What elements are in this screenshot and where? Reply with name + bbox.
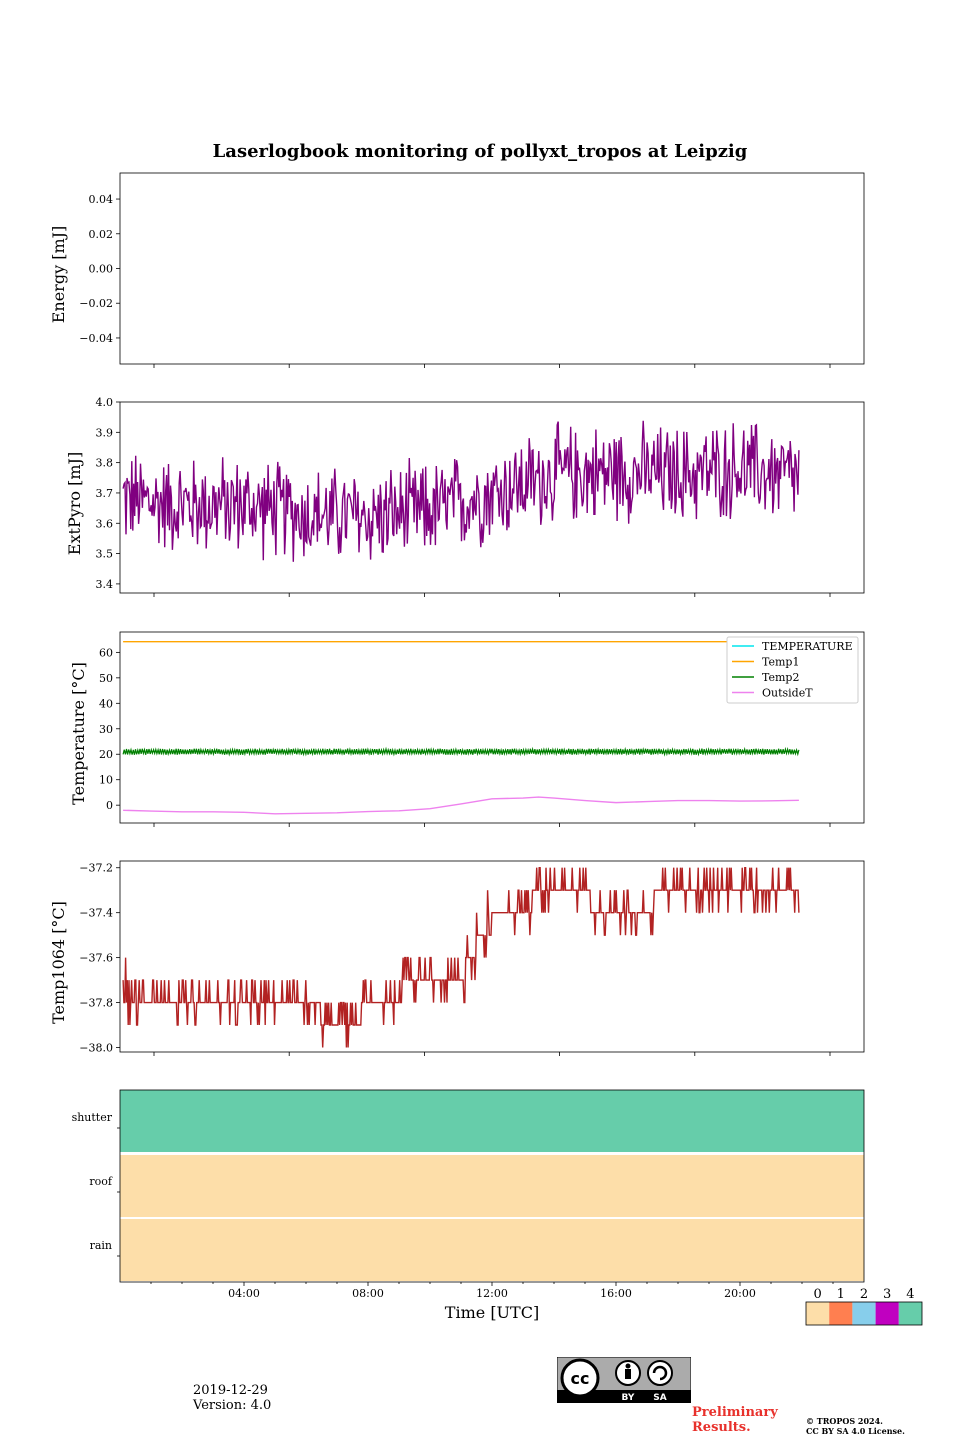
- page-title: Laserlogbook monitoring of pollyxt_tropo…: [212, 141, 748, 162]
- series-line-extpyro: [122, 420, 800, 562]
- date-label: 2019-12-29: [193, 1383, 268, 1398]
- panel-energy: [116, 172, 865, 368]
- license-by-label: BY: [622, 1393, 635, 1403]
- cc-logo-icon: [560, 1358, 600, 1398]
- copyright-notice: © TROPOS 2024. CC BY SA 4.0 License.: [806, 1416, 905, 1436]
- y-tick-label: −37.8: [79, 997, 113, 1010]
- colorbar-tick-label: 4: [906, 1287, 914, 1302]
- copyright-line2: CC BY SA 4.0 License.: [806, 1426, 905, 1436]
- series-line-outsidet: [123, 796, 799, 815]
- y-tick-label: 30: [99, 723, 113, 736]
- panel-temp1064: [116, 860, 865, 1056]
- y-tick-label: 3.4: [96, 578, 114, 591]
- y-tick-label: 0.02: [89, 228, 114, 241]
- y-axis-label: Energy [mJ]: [49, 226, 68, 324]
- copyright-line1: © TROPOS 2024.: [806, 1416, 883, 1426]
- x-tick-label: 08:00: [352, 1287, 384, 1300]
- preliminary-line1: Preliminary: [692, 1405, 778, 1420]
- y-tick-label: −37.2: [79, 862, 113, 875]
- legend-label: Temp2: [762, 671, 799, 684]
- status-row-label: shutter: [72, 1111, 113, 1124]
- preliminary-notice: Preliminary Results.: [692, 1405, 778, 1435]
- colorbar-tick-label: 3: [883, 1287, 891, 1302]
- status-row-roof: [120, 1155, 864, 1217]
- series-line-temp2: [122, 746, 800, 757]
- y-tick-label: 0.04: [89, 193, 114, 206]
- axes-frame-energy: [119, 172, 865, 365]
- footer-date-version: 2019-12-29 Version: 4.0: [193, 1383, 271, 1413]
- cc-license-badge: cc BY SA: [557, 1357, 691, 1403]
- series-line-temp1064: [122, 867, 800, 1048]
- version-label: Version: 4.0: [193, 1398, 272, 1413]
- x-tick-label: 20:00: [724, 1287, 756, 1300]
- colorbar-tick-label: 2: [860, 1287, 868, 1302]
- status-row-label: rain: [90, 1239, 112, 1252]
- y-axis-label: Temperature [°C]: [69, 662, 88, 805]
- colorbar-segment: [898, 1302, 922, 1325]
- preliminary-line2: Results.: [692, 1420, 751, 1435]
- legend-box: [726, 636, 859, 704]
- y-tick-label: 50: [99, 672, 113, 685]
- y-tick-label: −37.6: [79, 952, 113, 965]
- colorbar-frame: [805, 1301, 923, 1326]
- y-axis-label: ExtPyro [mJ]: [65, 452, 84, 555]
- y-axis-label: Temp1064 [°C]: [49, 901, 68, 1024]
- y-tick-label: 40: [99, 697, 113, 710]
- colorbar-segment: [806, 1302, 830, 1325]
- colorbar-segment: [829, 1302, 853, 1325]
- status-row-rain: [120, 1219, 864, 1281]
- x-tick-label: 04:00: [228, 1287, 260, 1300]
- colorbar-segment: [852, 1302, 876, 1325]
- legend-label: Temp1: [762, 656, 799, 669]
- legend-label: TEMPERATURE: [762, 640, 853, 653]
- axes-frame-temperature: [119, 631, 865, 824]
- share-alike-icon: [647, 1360, 673, 1386]
- svg-text:cc: cc: [571, 1369, 590, 1388]
- y-tick-label: 0: [106, 799, 113, 812]
- panel-extpyro: [116, 401, 865, 597]
- y-tick-label: 4.0: [96, 396, 114, 409]
- y-tick-label: 3.7: [96, 487, 114, 500]
- y-tick-label: 3.6: [96, 517, 114, 530]
- x-tick-label: 12:00: [476, 1287, 508, 1300]
- colorbar-tick-label: 0: [813, 1287, 821, 1302]
- legend-label: OutsideT: [762, 687, 813, 700]
- colorbar-segment: [875, 1302, 899, 1325]
- y-tick-label: −0.04: [79, 332, 113, 345]
- y-tick-label: −38.0: [79, 1042, 113, 1055]
- status-row-label: roof: [89, 1175, 113, 1188]
- y-tick-label: 10: [99, 774, 113, 787]
- y-tick-label: 60: [99, 646, 113, 659]
- y-tick-label: 3.8: [96, 457, 114, 470]
- y-tick-label: 3.9: [96, 426, 114, 439]
- y-tick-label: 3.5: [96, 548, 114, 561]
- y-tick-label: 20: [99, 748, 113, 761]
- x-tick-label: 16:00: [600, 1287, 632, 1300]
- y-tick-label: 0.00: [89, 263, 114, 276]
- status-row-shutter: [120, 1090, 864, 1152]
- license-sa-label: SA: [653, 1393, 666, 1403]
- axes-frame-temp1064: [119, 860, 865, 1053]
- y-tick-label: −0.02: [79, 297, 113, 310]
- y-tick-label: −37.4: [79, 907, 113, 920]
- x-axis-label: Time [UTC]: [445, 1303, 539, 1322]
- panel-temperature: [116, 631, 865, 827]
- axes-frame-extpyro: [119, 401, 865, 594]
- colorbar-tick-label: 1: [837, 1287, 845, 1302]
